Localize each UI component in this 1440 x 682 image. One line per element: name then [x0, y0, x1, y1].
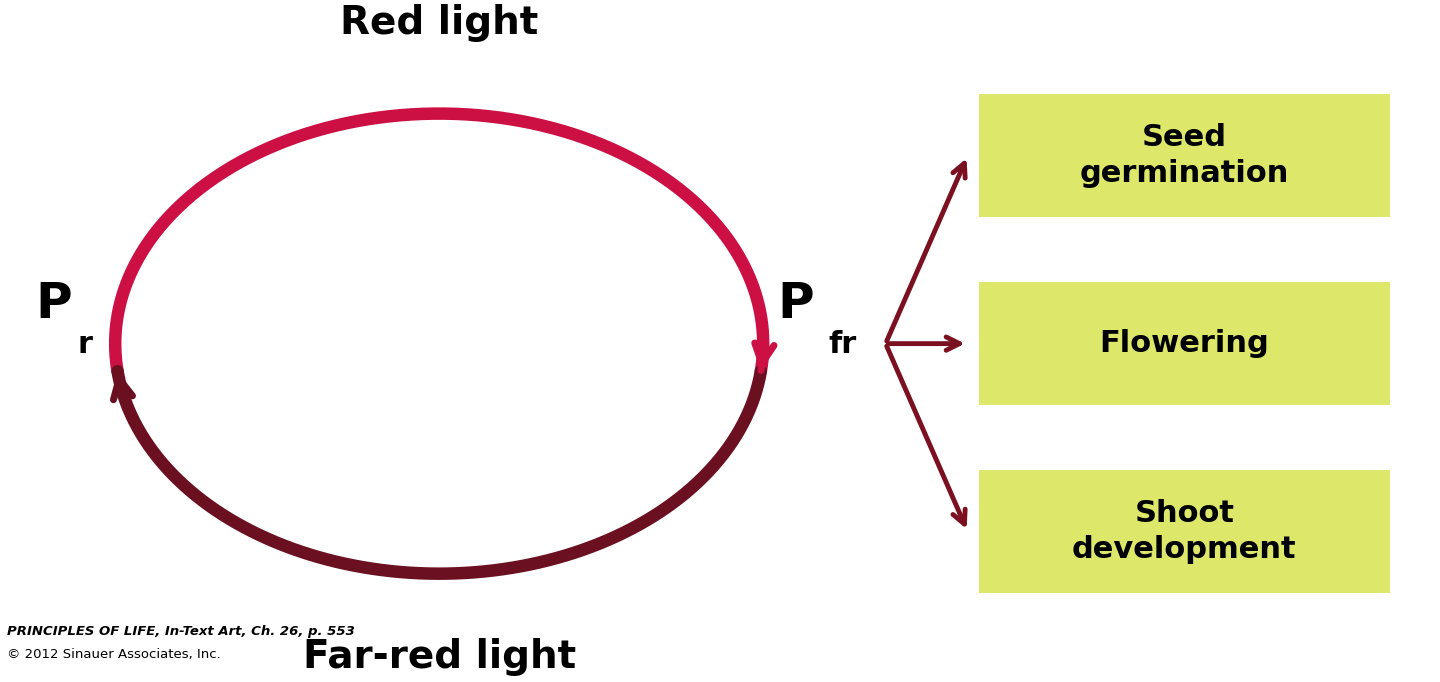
Text: © 2012 Sinauer Associates, Inc.: © 2012 Sinauer Associates, Inc.	[7, 648, 220, 661]
Text: fr: fr	[828, 330, 857, 359]
Text: P: P	[778, 280, 814, 328]
Text: r: r	[78, 330, 92, 359]
FancyBboxPatch shape	[979, 470, 1390, 593]
Text: Flowering: Flowering	[1100, 329, 1269, 358]
FancyBboxPatch shape	[979, 94, 1390, 218]
Text: P: P	[36, 280, 72, 328]
Text: PRINCIPLES OF LIFE, In-Text Art, Ch. 26, p. 553: PRINCIPLES OF LIFE, In-Text Art, Ch. 26,…	[7, 625, 356, 638]
FancyBboxPatch shape	[979, 282, 1390, 405]
Text: Seed
germination: Seed germination	[1080, 123, 1289, 188]
Text: Far-red light: Far-red light	[302, 638, 576, 677]
Text: Shoot
development: Shoot development	[1073, 499, 1296, 564]
Text: Red light: Red light	[340, 4, 539, 42]
